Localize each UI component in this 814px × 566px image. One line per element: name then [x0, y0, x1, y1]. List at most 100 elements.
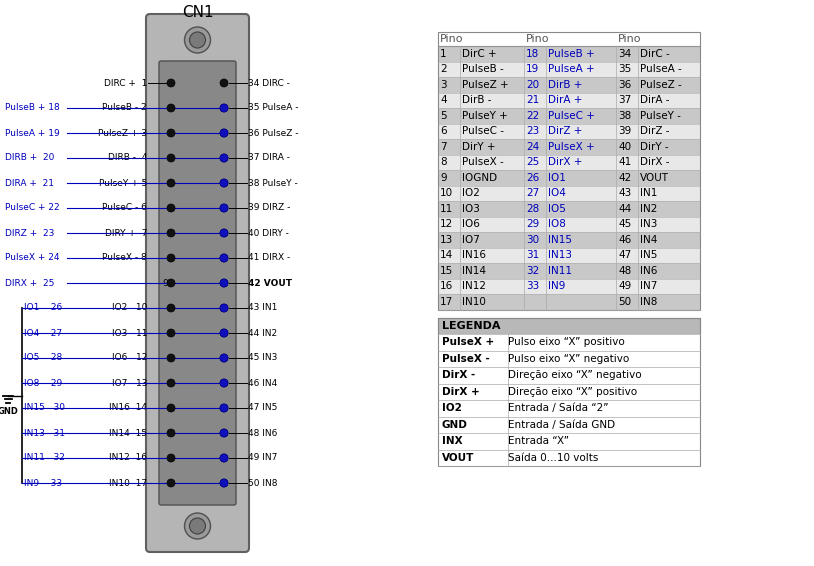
Text: 6: 6	[440, 126, 447, 136]
Circle shape	[220, 404, 228, 412]
Bar	[438, 201, 700, 217]
Text: 39: 39	[618, 126, 631, 136]
Circle shape	[220, 179, 228, 187]
Text: DirC +: DirC +	[462, 49, 497, 59]
Circle shape	[220, 229, 228, 237]
Circle shape	[167, 154, 175, 162]
Text: 34: 34	[618, 49, 631, 59]
Text: 38: 38	[618, 111, 631, 121]
Text: Pino: Pino	[440, 34, 463, 44]
Text: DirA +: DirA +	[548, 95, 582, 105]
Circle shape	[167, 454, 175, 462]
Circle shape	[167, 229, 175, 237]
Text: 41 DIRX -: 41 DIRX -	[248, 254, 291, 263]
Bar	[438, 77, 700, 92]
Text: IN15: IN15	[548, 235, 572, 245]
Text: IN11   32: IN11 32	[24, 453, 65, 462]
Text: 20: 20	[526, 80, 539, 90]
Circle shape	[220, 329, 228, 337]
Text: PulseX -: PulseX -	[462, 157, 504, 167]
Text: DirX -: DirX -	[640, 157, 669, 167]
Text: PulseC -: PulseC -	[462, 126, 504, 136]
Text: IO3   11: IO3 11	[112, 328, 147, 337]
Text: IN11: IN11	[548, 266, 572, 276]
Circle shape	[220, 79, 228, 87]
Text: PulseC - 6: PulseC - 6	[102, 204, 147, 212]
Text: DIRB -  4: DIRB - 4	[107, 153, 147, 162]
Text: IO1: IO1	[548, 173, 566, 183]
Circle shape	[190, 518, 205, 534]
Bar	[438, 263, 700, 278]
Text: 38 PulseY -: 38 PulseY -	[248, 178, 298, 187]
Circle shape	[220, 429, 228, 437]
Text: 42 VOUT: 42 VOUT	[248, 278, 292, 288]
Text: IN8: IN8	[640, 297, 658, 307]
Text: 22: 22	[526, 111, 539, 121]
Text: 3: 3	[440, 80, 447, 90]
Text: 24: 24	[526, 142, 539, 152]
Circle shape	[167, 279, 175, 287]
Text: IO6   12: IO6 12	[112, 354, 147, 362]
Text: IN14  15: IN14 15	[109, 428, 147, 438]
Bar	[438, 400, 700, 417]
Text: IO8    29: IO8 29	[24, 379, 62, 388]
Circle shape	[220, 304, 228, 312]
Text: PulseB +: PulseB +	[548, 49, 594, 59]
Text: 43: 43	[618, 188, 631, 198]
Circle shape	[220, 404, 228, 412]
Circle shape	[220, 104, 228, 112]
Bar	[438, 294, 700, 310]
Text: 17: 17	[440, 297, 453, 307]
Text: 8: 8	[440, 157, 447, 167]
Text: PulseY + 5: PulseY + 5	[98, 178, 147, 187]
Text: 27: 27	[526, 188, 539, 198]
Circle shape	[167, 429, 175, 437]
Text: IN10: IN10	[462, 297, 486, 307]
Text: 21: 21	[526, 95, 539, 105]
Text: DirB -: DirB -	[462, 95, 492, 105]
Circle shape	[167, 79, 175, 87]
Circle shape	[220, 279, 228, 287]
Text: IN16: IN16	[462, 250, 486, 260]
Text: Pino: Pino	[526, 34, 549, 44]
Text: 19: 19	[526, 65, 539, 74]
Text: 48: 48	[618, 266, 631, 276]
Text: 35: 35	[618, 65, 631, 74]
Circle shape	[220, 379, 228, 387]
Text: 43 IN1: 43 IN1	[248, 303, 278, 312]
Text: DirX +: DirX +	[442, 387, 479, 397]
Circle shape	[220, 204, 228, 212]
Text: 47 IN5: 47 IN5	[248, 404, 278, 413]
Circle shape	[167, 404, 175, 412]
Text: 35 PulseA -: 35 PulseA -	[248, 104, 299, 113]
Text: 44: 44	[618, 204, 631, 214]
Bar	[438, 318, 700, 466]
Text: 1: 1	[440, 49, 447, 59]
Circle shape	[220, 254, 228, 262]
Text: DIRX +  25: DIRX + 25	[5, 278, 55, 288]
Circle shape	[220, 229, 228, 237]
Text: 37: 37	[618, 95, 631, 105]
Circle shape	[167, 204, 175, 212]
Text: PulseZ +: PulseZ +	[462, 80, 509, 90]
Text: DirZ -: DirZ -	[640, 126, 669, 136]
Bar	[438, 367, 700, 384]
Text: 12: 12	[440, 219, 453, 229]
Text: 34 DIRC -: 34 DIRC -	[248, 79, 290, 88]
Text: VOUT: VOUT	[640, 173, 669, 183]
Bar	[438, 278, 700, 294]
Text: PulseA +: PulseA +	[548, 65, 594, 74]
Circle shape	[167, 304, 175, 312]
Text: IN5: IN5	[640, 250, 658, 260]
Circle shape	[167, 179, 175, 187]
Text: 47: 47	[618, 250, 631, 260]
Circle shape	[220, 454, 228, 462]
Text: IOGND: IOGND	[462, 173, 497, 183]
Circle shape	[220, 129, 228, 137]
Circle shape	[220, 329, 228, 337]
Text: 7: 7	[440, 142, 447, 152]
Bar	[438, 449, 700, 466]
Text: Direção eixo “X” positivo: Direção eixo “X” positivo	[508, 387, 637, 397]
Text: PulseC +: PulseC +	[548, 111, 595, 121]
Text: IN2: IN2	[640, 204, 658, 214]
